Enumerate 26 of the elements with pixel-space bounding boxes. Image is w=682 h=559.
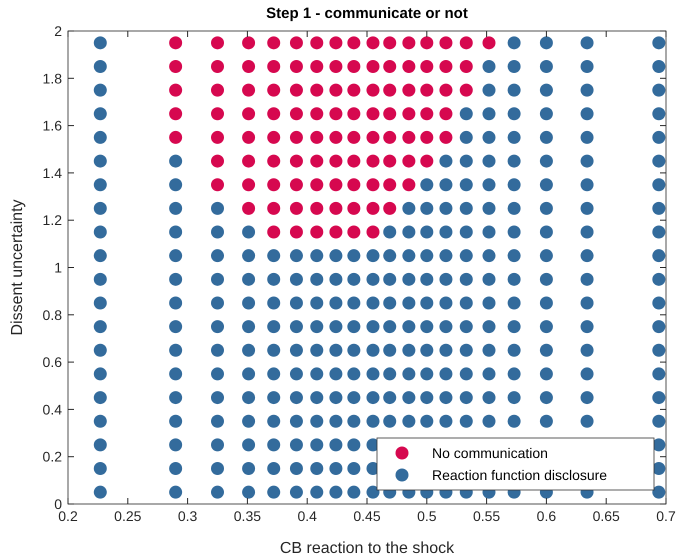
x-tick-label: 0.55 xyxy=(472,508,500,524)
x-tick-label: 0.6 xyxy=(536,508,556,524)
x-axis-title: CB reaction to the shock xyxy=(280,540,456,557)
y-tick-label: 1.6 xyxy=(42,118,62,134)
chart-title: Step 1 - communicate or not xyxy=(266,5,468,22)
y-tick-label: 0.2 xyxy=(42,448,62,465)
legend-label: Reaction function disclosure xyxy=(432,467,608,483)
x-tick-label: 0.7 xyxy=(656,508,676,524)
x-tick-label: 0.45 xyxy=(353,508,381,524)
legend-label: No communication xyxy=(432,445,548,461)
y-tick-label: 1.8 xyxy=(42,70,62,86)
x-tick-label: 0.25 xyxy=(114,508,142,524)
y-tick-label: 0 xyxy=(54,496,62,512)
y-tick-label: 1 xyxy=(54,260,62,276)
y-tick-label: 0.6 xyxy=(42,354,62,370)
y-tick-label: 2 xyxy=(54,23,62,39)
x-tick-label: 0.5 xyxy=(417,508,437,524)
x-tick-label: 0.35 xyxy=(234,508,262,524)
y-tick-label: 1.4 xyxy=(42,164,62,181)
y-tick-label: 1.2 xyxy=(42,212,62,228)
x-tick-label: 0.4 xyxy=(297,508,318,524)
y-axis-title: Dissent uncertainty xyxy=(9,199,26,336)
y-tick-label: 0.4 xyxy=(42,401,62,418)
y-tick-label: 0.8 xyxy=(42,306,62,323)
x-tick-label: 0.3 xyxy=(178,508,198,524)
x-tick-label: 0.65 xyxy=(592,508,620,524)
